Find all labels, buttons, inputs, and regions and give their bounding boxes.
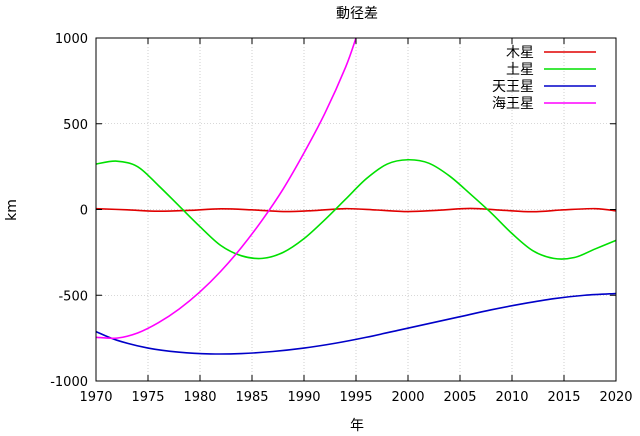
x-tick-label: 1985	[235, 390, 268, 405]
x-tick-label: 1975	[131, 390, 164, 405]
legend-label-3: 海王星	[492, 96, 534, 112]
y-tick-label: 1000	[55, 32, 88, 47]
y-tick-labels: 1000 500 0 -500 -1000	[50, 32, 88, 390]
x-tick-label: 2015	[547, 390, 580, 405]
legend-label-0: 木星	[506, 45, 534, 61]
ticks	[95, 37, 617, 382]
x-tick-labels: 1970 1975 1980 1985 1990 1995 2000 2005 2010 2015…	[79, 390, 632, 405]
chart-title: 動径差	[336, 6, 378, 22]
legend-label-2: 天王星	[492, 79, 534, 95]
series-line-2	[96, 292, 616, 355]
series-line-0	[96, 207, 616, 213]
x-tick-label: 1980	[183, 390, 216, 405]
x-tick-label: 2000	[391, 390, 424, 405]
y-tick-label: -1000	[50, 375, 88, 390]
y-tick-label: -500	[58, 289, 88, 304]
x-axis-label: 年	[350, 418, 364, 434]
y-tick-label: 500	[63, 118, 88, 133]
series-group	[96, 38, 616, 355]
x-tick-label: 2010	[495, 390, 528, 405]
x-tick-label: 1995	[339, 390, 372, 405]
x-tick-label: 2020	[599, 390, 632, 405]
series-line-1	[96, 158, 616, 260]
x-tick-label: 1990	[287, 390, 320, 405]
series-line-3	[96, 38, 357, 340]
legend-label-1: 土星	[506, 62, 534, 78]
y-tick-label: 0	[80, 204, 88, 219]
y-axis-label: km	[4, 199, 20, 221]
x-tick-label: 1970	[79, 390, 112, 405]
x-tick-label: 2005	[443, 390, 476, 405]
